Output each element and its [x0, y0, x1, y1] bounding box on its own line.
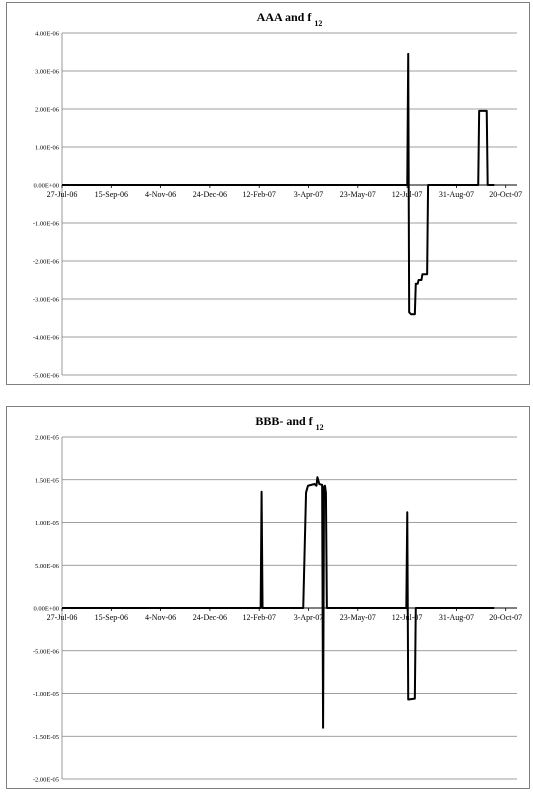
aaa-y-tick-label: -2.00E-06: [33, 259, 60, 266]
aaa-x-tick-label: 12-Feb-07: [243, 190, 276, 199]
aaa-y-tick-label: 0.00E+00: [33, 183, 59, 190]
bbb-y-tick-label: -2.00E-05: [33, 777, 59, 784]
aaa-x-tick-label: 31-Aug-07: [439, 190, 474, 199]
aaa-y-tick-label: -5.00E-06: [33, 373, 60, 380]
aaa-series-line-0: [62, 52, 495, 316]
bbb-y-tick-label: 2.00E-05: [35, 435, 59, 442]
bbb-y-tick-label: 5.00E-06: [35, 563, 60, 570]
bbb-x-tick-label: 31-Aug-07: [439, 613, 474, 622]
bbb-y-tick-label: 1.50E-05: [35, 477, 59, 484]
bbb-series-line-0: [62, 476, 495, 729]
aaa-y-tick-label: -4.00E-06: [33, 335, 60, 342]
bbb-y-tick-label: -1.00E-05: [33, 691, 59, 698]
bbb-chart-title: BBB- and f 12: [255, 414, 323, 432]
aaa-x-tick-label: 12-Jul-07: [392, 190, 423, 199]
aaa-y-tick-label: 2.00E-06: [35, 107, 60, 114]
bbb-y-tick-label: 1.00E-05: [35, 520, 59, 527]
aaa-x-tick-label: 20-Oct-07: [489, 190, 522, 199]
bbb-x-tick-label: 24-Dec-06: [193, 613, 227, 622]
bbb-x-tick-label: 12-Feb-07: [243, 613, 276, 622]
chart-aaa-f12-svg: AAA and f 12 4.00E-06 3.00E-06 2.00E-06 1.00…: [33, 10, 522, 380]
bbb-x-tick-label: 4-Nov-06: [145, 613, 176, 622]
bbb-x-tick-label: 15-Sep-06: [95, 613, 128, 622]
chart-aaa-f12: AAA and f 12 4.00E-06 3.00E-06 2.00E-06 1.00…: [6, 2, 530, 385]
aaa-x-tick-label: 27-Jul-06: [47, 190, 78, 199]
aaa-x-tick-label: 23-May-07: [340, 190, 376, 199]
bbb-y-tick-label: -5.00E-06: [33, 648, 60, 655]
aaa-y-tick-label: 3.00E-06: [35, 69, 60, 76]
aaa-chart-title: AAA and f 12: [257, 10, 323, 28]
aaa-x-tick-label: 24-Dec-06: [193, 190, 227, 199]
aaa-y-tick-label: 4.00E-06: [35, 31, 60, 38]
aaa-y-tick-label: -1.00E-06: [33, 221, 60, 228]
aaa-x-tick-label: 4-Nov-06: [145, 190, 176, 199]
bbb-y-tick-label: -1.50E-05: [33, 734, 59, 741]
chart-bbb-minus-f12: BBB- and f 12 2.00E-05 1.50E-05 1.00E-05 5.0…: [6, 406, 530, 789]
aaa-x-tick-label: 15-Sep-06: [95, 190, 128, 199]
chart-bbb-minus-f12-svg: BBB- and f 12 2.00E-05 1.50E-05 1.00E-05 5.0…: [33, 414, 522, 784]
aaa-y-tick-label: 1.00E-06: [35, 145, 60, 152]
aaa-y-tick-label: -3.00E-06: [33, 297, 60, 304]
bbb-x-tick-label: 3-Apr-07: [294, 613, 324, 622]
bbb-x-tick-label: 20-Oct-07: [489, 613, 522, 622]
aaa-x-tick-label: 3-Apr-07: [294, 190, 324, 199]
bbb-x-tick-label: 23-May-07: [340, 613, 376, 622]
bbb-x-tick-label: 27-Jul-06: [47, 613, 78, 622]
bbb-y-tick-label: 0.00E+00: [33, 606, 59, 613]
